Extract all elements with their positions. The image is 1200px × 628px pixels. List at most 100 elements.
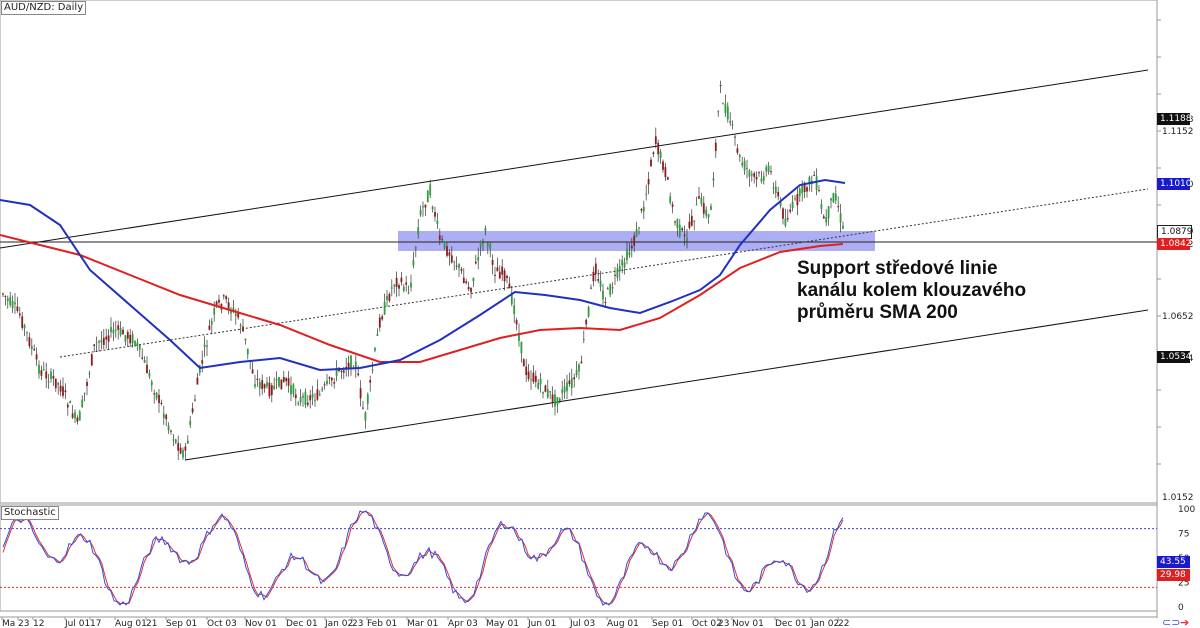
- candle-body: [842, 225, 844, 229]
- candle-body: [618, 266, 621, 272]
- candle-body: [827, 206, 830, 219]
- candle-body: [376, 334, 379, 336]
- candle-body: [750, 174, 753, 176]
- candle-body: [554, 394, 556, 407]
- candle-body: [131, 334, 134, 344]
- candle-body: [246, 348, 249, 355]
- candle-body: [357, 373, 360, 376]
- candle-body: [302, 395, 304, 398]
- stoch-tag-k: 43.55: [1157, 556, 1190, 568]
- candle-body: [232, 307, 235, 311]
- time-tick-label: Jun 01: [527, 619, 556, 628]
- candle-body: [374, 348, 376, 351]
- annotation-line-1: Support středové linie: [797, 258, 998, 279]
- candle-body: [518, 332, 520, 341]
- stochastic-pane-frame: [0, 504, 1158, 612]
- candle-body: [806, 187, 808, 192]
- candle-body: [275, 378, 278, 381]
- candle-body: [189, 420, 192, 426]
- candle-body: [525, 366, 528, 375]
- candle-body: [146, 364, 148, 374]
- candle-body: [484, 227, 487, 232]
- candle-body: [398, 285, 400, 289]
- candle-body: [731, 124, 734, 126]
- candle-body: [630, 245, 633, 249]
- time-tick-label: Jul 01: [64, 619, 90, 628]
- stoch-tag-d: 29.98: [1157, 569, 1190, 581]
- candle-body: [40, 370, 43, 376]
- candle-body: [311, 393, 314, 398]
- candle-body: [33, 348, 36, 351]
- time-tick-label: Nov 01: [732, 619, 764, 628]
- time-tick-label: Oct 03: [207, 619, 237, 628]
- candle-body: [268, 382, 271, 397]
- candle-body: [443, 241, 446, 248]
- candle-body: [585, 319, 588, 325]
- candle-body: [285, 378, 288, 382]
- candle-body: [429, 184, 432, 196]
- candle-body: [580, 361, 583, 364]
- candle-body: [587, 306, 590, 317]
- candle-body: [700, 197, 703, 204]
- candle-body: [234, 313, 237, 317]
- candle-body: [436, 220, 439, 224]
- candle-body: [42, 369, 45, 371]
- candle-body: [767, 165, 770, 173]
- time-tick-label: Jan 02: [324, 619, 353, 628]
- candle-body: [657, 142, 660, 155]
- candle-body: [549, 391, 552, 393]
- time-tick-label: Dec 01: [775, 619, 807, 628]
- candle-body: [306, 402, 309, 405]
- candle-body: [510, 292, 513, 305]
- candle-body: [28, 337, 31, 347]
- candle-body: [635, 229, 638, 238]
- candle-body: [251, 369, 254, 374]
- candle-body: [815, 176, 818, 190]
- time-tick-label: Jul 03: [569, 619, 595, 628]
- candle-body: [539, 378, 542, 385]
- candle-body: [369, 380, 372, 383]
- candle-body: [561, 389, 564, 393]
- candle-body: [474, 261, 477, 264]
- candle-body: [693, 220, 696, 223]
- candle-body: [141, 357, 144, 359]
- candle-body: [623, 262, 626, 268]
- candle-body: [395, 277, 398, 288]
- candle-body: [736, 148, 739, 153]
- candle-body: [95, 342, 98, 344]
- candle-body: [784, 218, 787, 226]
- time-tick-label: Nov 01: [245, 619, 277, 628]
- candle-body: [556, 397, 559, 405]
- candle-body: [222, 295, 225, 297]
- time-tick-label: Sep 01: [652, 619, 683, 628]
- candle-body: [527, 371, 530, 379]
- candle-body: [261, 380, 264, 389]
- candle-body: [834, 193, 837, 201]
- candle-body: [340, 370, 343, 372]
- candle-body: [722, 103, 724, 105]
- time-tick-label: Aug 01: [115, 619, 147, 628]
- candle-body: [770, 171, 772, 173]
- candle-body: [726, 106, 729, 120]
- candle-body: [772, 187, 775, 189]
- candle-body: [2, 293, 4, 295]
- candle-body: [837, 205, 840, 208]
- candle-body: [614, 274, 616, 276]
- candle-body: [450, 255, 453, 263]
- time-tick-label: Apr 03: [448, 619, 478, 628]
- candle-body: [172, 439, 175, 441]
- candle-body: [820, 203, 823, 209]
- candle-body: [798, 188, 801, 196]
- candle-body: [170, 430, 172, 432]
- candle-body: [18, 313, 21, 316]
- candle-body: [371, 369, 374, 371]
- candle-body: [59, 385, 62, 392]
- candle-body: [508, 283, 511, 289]
- candle-body: [278, 377, 280, 387]
- candle-body: [666, 177, 669, 180]
- candle-body: [712, 178, 715, 181]
- candle-body: [419, 210, 422, 216]
- candle-body: [748, 170, 751, 177]
- candle-body: [489, 244, 492, 249]
- candle-body: [138, 345, 141, 350]
